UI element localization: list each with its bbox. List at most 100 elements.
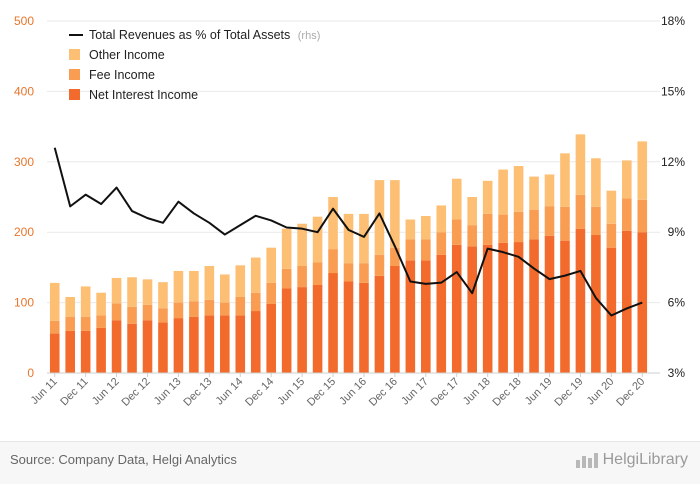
bar-segment-net-interest-income (312, 285, 323, 373)
y-left-tick-label: 200 (14, 225, 34, 239)
bar-segment-net-interest-income (189, 316, 199, 373)
x-tick-label: Dec 18 (491, 376, 524, 409)
bar-segment-net-interest-income (622, 230, 632, 373)
legend-swatch-fee (69, 69, 80, 80)
x-tick-label: Jun 20 (585, 376, 617, 408)
x-tick-label: Dec 16 (367, 376, 400, 409)
legend-swatch-other (69, 49, 80, 60)
x-tick-label: Dec 20 (614, 376, 647, 409)
bar-segment-net-interest-income (451, 244, 462, 373)
bar-segment-other-income (622, 160, 632, 199)
bar-segment-net-interest-income (637, 232, 648, 373)
bar-segment-fee-income (544, 206, 555, 236)
bar-segment-other-income (529, 176, 539, 210)
x-tick-label: Jun 14 (214, 376, 246, 408)
y-left-tick-label: 400 (14, 84, 34, 98)
bar-segment-fee-income (467, 225, 477, 247)
bar-segment-net-interest-income (96, 327, 106, 373)
x-tick-label: Jun 11 (29, 376, 60, 407)
bar-segment-net-interest-income (328, 273, 338, 373)
bar-segment-other-income (436, 205, 447, 233)
bar-segment-net-interest-income (482, 244, 493, 373)
bar-segment-net-interest-income (250, 311, 261, 373)
y-left-tick-label: 500 (14, 14, 34, 28)
legend-label-other: Other Income (89, 48, 165, 62)
bar-segment-net-interest-income (513, 242, 524, 373)
bar-segment-fee-income (421, 239, 431, 261)
legend-line-note: (rhs) (298, 30, 321, 42)
bar-segment-other-income (65, 296, 75, 317)
bar-segment-fee-income (173, 302, 184, 319)
bar-segment-fee-income (65, 316, 75, 331)
bar-segment-fee-income (513, 211, 524, 243)
bar-segment-net-interest-income (80, 330, 91, 373)
bar-segment-net-interest-income (158, 322, 168, 373)
bar-segment-other-income (513, 166, 524, 212)
bar-segment-net-interest-income (436, 254, 447, 373)
bar-segment-fee-income (250, 292, 261, 312)
bar-segment-fee-income (220, 302, 230, 316)
bar-segment-other-income (591, 158, 601, 207)
legend-label-fee: Fee Income (89, 68, 155, 82)
bar-segment-net-interest-income (374, 275, 385, 373)
bar-segment-other-income (80, 286, 91, 317)
x-tick-label: Dec 13 (181, 376, 214, 409)
bar-segment-other-income (127, 277, 137, 307)
bar-segment-other-income (421, 216, 431, 240)
bar-segment-fee-income (235, 296, 246, 316)
bar-segment-other-income (544, 174, 555, 207)
x-tick-label: Dec 14 (243, 376, 276, 409)
bar-segment-net-interest-income (65, 330, 75, 373)
bar-segment-other-income (312, 216, 323, 263)
x-tick-label: Dec 19 (552, 376, 585, 409)
bar-segment-other-income (235, 265, 246, 297)
bar-segment-fee-income (96, 315, 106, 328)
bar-segment-other-income (560, 153, 570, 207)
bar-segment-other-income (451, 178, 462, 220)
bar-segment-other-income (111, 277, 122, 304)
x-tick-label: Jun 15 (275, 376, 307, 408)
legend-label-nii: Net Interest Income (89, 88, 198, 102)
bar-segment-net-interest-income (560, 240, 570, 373)
bar-segment-fee-income (359, 263, 369, 283)
bar-segment-other-income (158, 282, 168, 309)
bar-segment-net-interest-income (111, 320, 122, 373)
bar-segment-other-income (328, 197, 338, 250)
x-tick-label: Dec 15 (305, 376, 338, 409)
bar-segment-other-income (482, 180, 493, 214)
y-right-tick-label: 6% (668, 296, 686, 310)
bar-segment-other-income (359, 213, 369, 264)
bar-segment-net-interest-income (281, 288, 292, 373)
bars (49, 134, 648, 373)
y-left-tick-label: 0 (27, 366, 34, 380)
bar-segment-fee-income (390, 247, 400, 266)
x-tick-label: Jun 12 (90, 376, 122, 408)
footer: Source: Company Data, Helgi Analytics He… (0, 441, 700, 484)
legend: Total Revenues as % of Total Assets (rhs… (69, 28, 320, 102)
y-right-tick-label: 18% (661, 14, 685, 28)
brand-logo: HelgiLibrary (575, 451, 688, 469)
x-tick-label: Jun 16 (337, 376, 369, 408)
x-tick-label: Dec 12 (119, 376, 152, 409)
bar-segment-net-interest-income (390, 265, 400, 373)
bar-segment-fee-income (343, 263, 354, 282)
bar-segment-net-interest-income (142, 320, 153, 373)
bar-segment-fee-income (127, 306, 137, 324)
bar-segment-fee-income (80, 316, 91, 331)
y-axis-right: 3% 6% 9% 12% 15% 18% (661, 14, 685, 380)
bar-segment-other-income (49, 282, 60, 321)
bar-segment-fee-income (637, 199, 648, 233)
bar-segment-fee-income (436, 232, 447, 255)
bar-segment-fee-income (158, 308, 168, 323)
bar-segment-fee-income (622, 198, 632, 231)
y-left-tick-label: 300 (14, 155, 34, 169)
bar-segment-fee-income (142, 304, 153, 321)
y-right-tick-label: 9% (668, 225, 686, 239)
line-total-revenues-pct-assets (53, 147, 643, 317)
bar-segment-other-income (343, 213, 354, 264)
bar-segment-fee-income (529, 209, 539, 240)
bar-segment-net-interest-income (544, 235, 555, 373)
y-left-tick-label: 100 (14, 296, 34, 310)
y-right-tick-label: 15% (661, 84, 685, 98)
